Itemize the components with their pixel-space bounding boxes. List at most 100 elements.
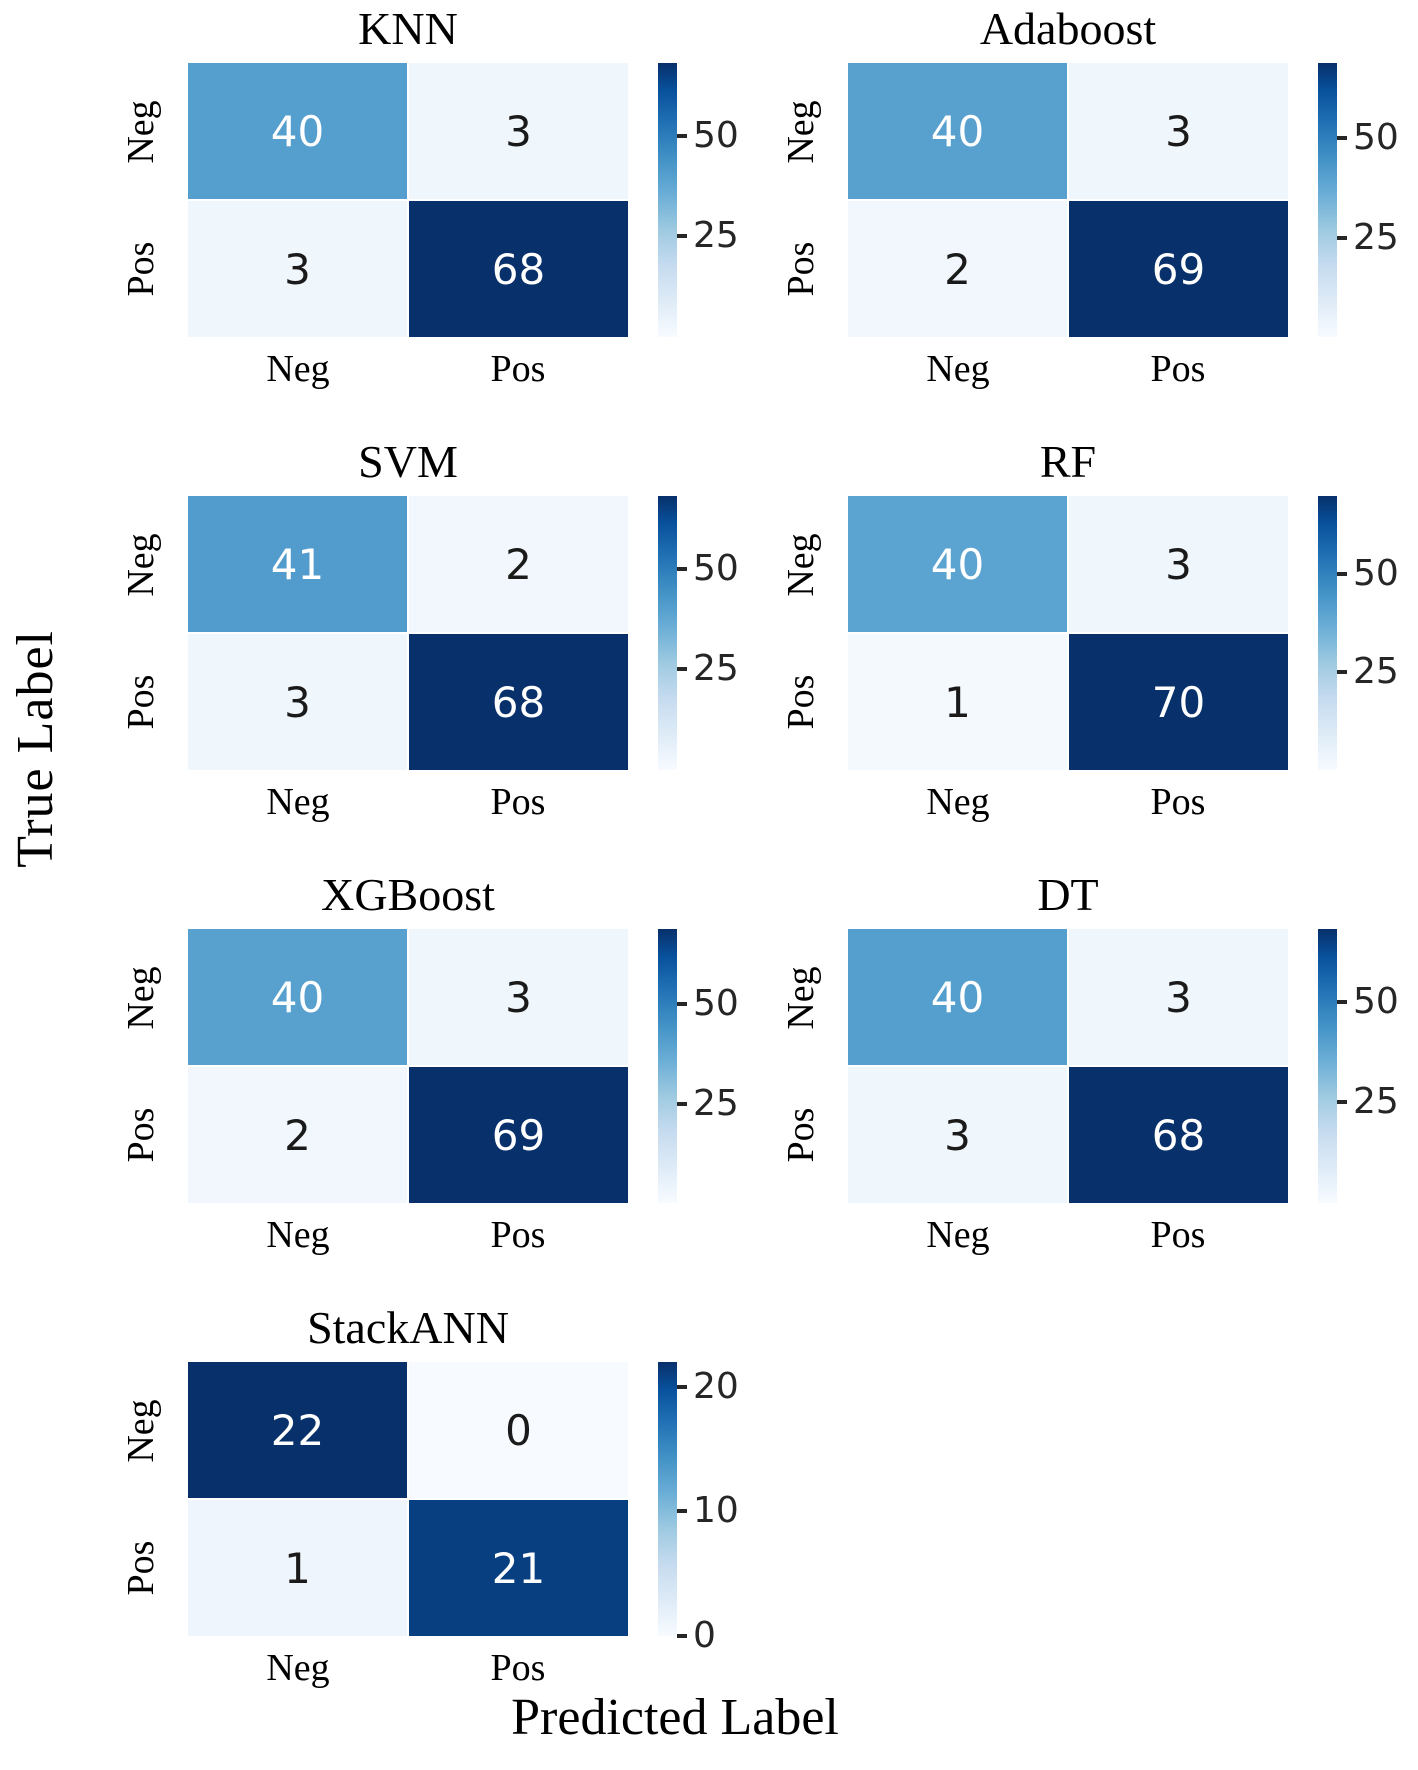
colorbar-tick — [1337, 999, 1347, 1004]
y-tick-label: Neg — [780, 532, 822, 597]
colorbar-tick — [1337, 1100, 1347, 1105]
subplot-rf: RF 40 3 1 70 Neg Pos Neg Pos 50 25 — [750, 433, 1410, 866]
colorbar-tick — [1337, 572, 1347, 577]
heatmap-cell: 40 — [188, 63, 407, 199]
y-tick-label: Pos — [120, 674, 162, 729]
y-tick-label: Pos — [780, 674, 822, 729]
colorbar-tick — [677, 1101, 687, 1106]
colorbar-tick-label: 50 — [1353, 980, 1399, 1022]
x-tick-label: Pos — [1150, 1214, 1206, 1256]
heatmap-cell: 3 — [188, 634, 407, 770]
colorbar-tick-label: 25 — [693, 215, 739, 257]
y-tick-label: Neg — [120, 99, 162, 164]
heatmap-cell: 1 — [848, 634, 1067, 770]
colorbar-tick-label: 25 — [693, 648, 739, 690]
x-tick-label: Pos — [1150, 348, 1206, 390]
x-tick-label: Pos — [490, 1214, 546, 1256]
figure-y-axis-label: True Label — [7, 630, 64, 868]
heatmap-cell: 22 — [188, 1362, 407, 1498]
heatmap-cell: 40 — [848, 496, 1067, 632]
colorbar-tick — [677, 1384, 687, 1389]
colorbar-tick — [1337, 670, 1347, 675]
colorbar — [1318, 929, 1337, 1203]
colorbar-tick — [677, 1509, 687, 1514]
subplot-title: KNN — [358, 3, 458, 54]
y-tick-label: Pos — [780, 1107, 822, 1162]
subplot-stackann: StackANN 22 0 1 21 Neg Pos Neg Pos 20 10 0 — [90, 1299, 750, 1732]
y-tick-label: Pos — [780, 241, 822, 296]
heatmap-cell: 41 — [188, 496, 407, 632]
subplot-title: DT — [1037, 869, 1099, 920]
x-tick-label: Pos — [1150, 781, 1206, 823]
x-tick-label: Pos — [490, 1647, 546, 1689]
x-tick-label: Neg — [926, 781, 990, 823]
heatmap-cell: 3 — [188, 201, 407, 337]
x-tick-label: Pos — [490, 781, 546, 823]
heatmap-cell: 2 — [188, 1067, 407, 1203]
confusion-matrix: 22 0 1 21 — [188, 1362, 628, 1636]
colorbar-tick-label: 50 — [693, 547, 739, 589]
colorbar-tick-label: 25 — [1353, 216, 1399, 258]
colorbar — [1318, 63, 1337, 337]
colorbar-tick — [1337, 136, 1347, 141]
colorbar-tick-label: 20 — [693, 1365, 739, 1407]
heatmap-cell: 68 — [409, 634, 628, 770]
subplot-dt: DT 40 3 3 68 Neg Pos Neg Pos 50 25 — [750, 866, 1410, 1299]
heatmap-cell: 3 — [409, 929, 628, 1065]
confusion-matrix: 40 3 3 68 — [848, 929, 1288, 1203]
x-tick-label: Neg — [266, 348, 330, 390]
x-tick-label: Neg — [926, 348, 990, 390]
y-tick-label: Neg — [120, 1398, 162, 1463]
x-tick-label: Neg — [926, 1214, 990, 1256]
y-tick-label: Neg — [780, 965, 822, 1030]
subplot-svm: SVM 41 2 3 68 Neg Pos Neg Pos 50 25 — [90, 433, 750, 866]
heatmap-cell: 70 — [1069, 634, 1288, 770]
colorbar-tick-label: 50 — [1353, 553, 1399, 595]
x-tick-label: Neg — [266, 781, 330, 823]
confusion-matrix: 40 3 2 69 — [188, 929, 628, 1203]
colorbar-tick — [677, 566, 687, 571]
heatmap-cell: 3 — [1069, 929, 1288, 1065]
colorbar — [658, 1362, 677, 1636]
heatmap-cell: 3 — [409, 63, 628, 199]
heatmap-cell: 21 — [409, 1500, 628, 1636]
heatmap-cell: 40 — [848, 63, 1067, 199]
x-tick-label: Neg — [266, 1647, 330, 1689]
x-tick-label: Pos — [490, 348, 546, 390]
colorbar-tick-label: 50 — [693, 983, 739, 1025]
colorbar-tick-label: 0 — [693, 1615, 716, 1656]
colorbar — [658, 929, 677, 1203]
confusion-matrix: 40 3 2 69 — [848, 63, 1288, 337]
subplot-title: XGBoost — [321, 869, 495, 920]
confusion-matrix: 41 2 3 68 — [188, 496, 628, 770]
heatmap-cell: 69 — [409, 1067, 628, 1203]
heatmap-cell: 68 — [409, 201, 628, 337]
y-tick-label: Neg — [780, 99, 822, 164]
y-tick-label: Pos — [120, 1107, 162, 1162]
colorbar-tick — [677, 1002, 687, 1007]
heatmap-cell: 3 — [1069, 63, 1288, 199]
heatmap-cell: 40 — [848, 929, 1067, 1065]
colorbar-tick — [677, 1634, 687, 1638]
heatmap-cell: 2 — [409, 496, 628, 632]
plots-grid: KNN 40 3 3 68 Neg Pos Neg Pos 50 25 Adaboost 40 3 2 69 N… — [90, 0, 1410, 1732]
colorbar — [658, 496, 677, 770]
colorbar-tick-label: 50 — [693, 114, 739, 156]
subplot-title: RF — [1039, 436, 1097, 487]
colorbar-tick-label: 25 — [693, 1082, 739, 1124]
colorbar-tick-label: 25 — [1353, 651, 1399, 693]
heatmap-cell: 2 — [848, 201, 1067, 337]
confusion-matrix: 40 3 1 70 — [848, 496, 1288, 770]
colorbar-tick-label: 25 — [1353, 1081, 1399, 1123]
colorbar-tick-label: 10 — [693, 1490, 739, 1532]
x-tick-label: Neg — [266, 1214, 330, 1256]
heatmap-cell: 1 — [188, 1500, 407, 1636]
y-tick-label: Neg — [120, 965, 162, 1030]
y-tick-label: Pos — [120, 1540, 162, 1595]
subplot-title: Adaboost — [979, 3, 1157, 54]
heatmap-cell: 68 — [1069, 1067, 1288, 1203]
subplot-title: StackANN — [307, 1302, 509, 1353]
heatmap-cell: 40 — [188, 929, 407, 1065]
y-tick-label: Pos — [120, 241, 162, 296]
